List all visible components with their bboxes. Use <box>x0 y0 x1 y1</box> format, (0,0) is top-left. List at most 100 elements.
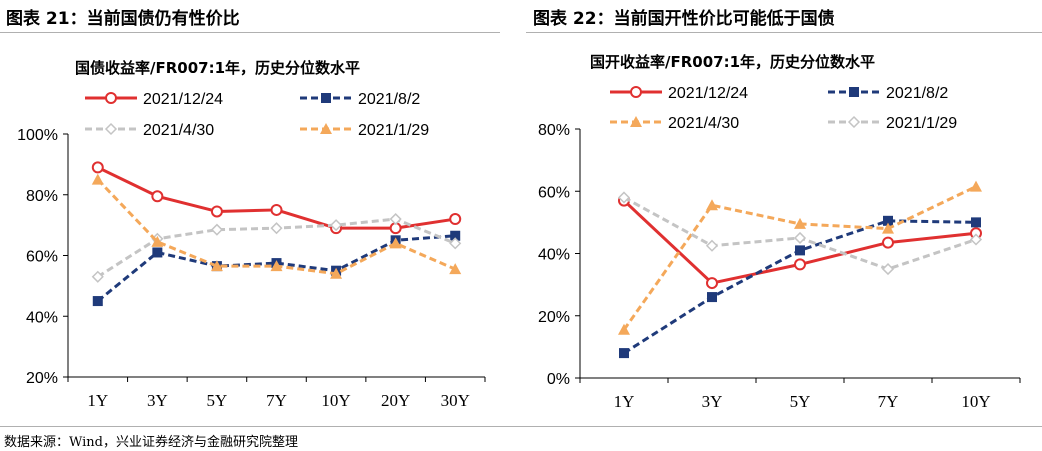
data-point <box>270 203 283 216</box>
legend-marker <box>630 116 642 127</box>
data-point <box>449 237 462 250</box>
data-point <box>794 258 806 271</box>
legend-item: 2021/1/29 <box>828 115 957 132</box>
legend-label: 2021/12/24 <box>143 91 223 108</box>
data-point <box>706 199 718 211</box>
x-tick-label: 20Y <box>381 391 410 410</box>
data-point <box>450 230 461 241</box>
x-tick-label: 7Y <box>266 391 287 410</box>
source-note: 数据来源：Wind，兴业证券经济与金融研究院整理 <box>4 435 298 450</box>
x-tick-label: 5Y <box>207 391 228 410</box>
x-tick-label: 10Y <box>321 391 350 410</box>
data-point <box>92 296 103 307</box>
legend-label: 2021/1/29 <box>358 122 429 139</box>
treasury-percentile-chart: 国债收益率/FR007:1年，历史分位数水平 2021/12/24 2021/8/2… <box>17 59 486 410</box>
data-point <box>794 217 806 229</box>
legend-label: 2021/4/30 <box>668 115 739 132</box>
legend-item: 2021/8/2 <box>300 91 420 108</box>
data-point <box>617 191 631 204</box>
legend-item: 2021/8/2 <box>828 85 948 102</box>
series-2021/12/24 <box>91 161 462 235</box>
x-tick-label: 10Y <box>961 392 990 411</box>
y-tick-label: 20% <box>538 309 570 326</box>
y-tick-label: 0% <box>547 371 570 388</box>
legend-marker <box>321 93 331 103</box>
data-point <box>210 223 223 236</box>
legend-label: 2021/1/29 <box>886 115 957 132</box>
legend-label: 2021/4/30 <box>143 122 214 139</box>
legend-marker <box>847 115 861 129</box>
legend-item: 2021/4/30 <box>610 115 739 132</box>
y-tick-label: 60% <box>538 184 570 201</box>
data-point <box>151 190 164 203</box>
data-point <box>330 219 343 232</box>
series-line <box>622 185 977 331</box>
data-point <box>330 267 343 279</box>
series-2021/4/30 <box>618 180 982 335</box>
legend-marker <box>104 122 118 136</box>
y-tick-label: 20% <box>26 370 58 387</box>
data-point <box>91 161 104 174</box>
legend-item: 2021/12/24 <box>85 91 223 108</box>
legend-marker <box>105 92 117 104</box>
chart-subtitle: 国开收益率/FR007:1年，历史分位数水平 <box>590 53 875 71</box>
source-divider <box>0 426 1042 427</box>
legend-label: 2021/8/2 <box>358 91 420 108</box>
chart-subtitle: 国债收益率/FR007:1年，历史分位数水平 <box>75 59 360 77</box>
series-2021/1/29 <box>91 173 462 279</box>
y-tick-label: 40% <box>26 309 58 326</box>
legend-marker <box>630 86 642 98</box>
y-tick-label: 100% <box>17 127 58 144</box>
data-point <box>152 247 163 258</box>
x-tick-label: 3Y <box>147 391 168 410</box>
x-tick-label: 1Y <box>614 392 635 411</box>
legend-item: 2021/12/24 <box>610 85 748 102</box>
data-point <box>618 323 630 335</box>
data-point <box>793 231 807 244</box>
legend-label: 2021/8/2 <box>886 85 948 102</box>
data-point <box>619 348 629 359</box>
data-point <box>270 222 283 235</box>
data-point <box>882 236 894 249</box>
data-point <box>449 213 462 226</box>
y-tick-label: 40% <box>538 247 570 264</box>
legend-item: 2021/4/30 <box>85 122 214 139</box>
title-divider-left <box>0 32 500 33</box>
x-tick-label: 7Y <box>878 392 899 411</box>
data-point <box>389 212 402 226</box>
series-2021/1/29 <box>617 191 983 276</box>
x-tick-label: 1Y <box>87 391 108 410</box>
data-point <box>706 277 718 290</box>
data-point <box>707 292 717 303</box>
data-point <box>795 245 805 256</box>
title-divider-right <box>526 32 1042 33</box>
data-point <box>449 263 462 275</box>
legend-marker <box>320 123 332 134</box>
legend-label: 2021/12/24 <box>668 85 748 102</box>
legend-item: 2021/1/29 <box>300 122 429 139</box>
legend-marker <box>849 87 859 97</box>
data-point <box>210 205 223 218</box>
figure-22-title: 图表 22：当前国开性价比可能低于国债 <box>533 9 835 29</box>
data-point <box>389 237 402 249</box>
x-tick-label: 3Y <box>702 392 723 411</box>
x-tick-label: 30Y <box>441 391 470 410</box>
y-tick-label: 80% <box>26 188 58 205</box>
y-tick-label: 60% <box>26 249 58 266</box>
data-point <box>969 233 983 246</box>
data-point <box>151 235 164 247</box>
data-point <box>705 239 719 252</box>
data-point <box>210 260 223 272</box>
x-tick-label: 5Y <box>790 392 811 411</box>
data-point <box>883 215 893 226</box>
figure-21-title: 图表 21：当前国债仍有性价比 <box>6 9 240 29</box>
cdb-percentile-chart: 国开收益率/FR007:1年，历史分位数水平 2021/12/24 2021/8/2… <box>538 53 1021 411</box>
data-point <box>882 222 894 234</box>
series-2021/8/2 <box>619 215 981 359</box>
data-point <box>881 263 895 276</box>
data-point <box>91 173 104 185</box>
data-point <box>971 217 981 228</box>
data-point <box>91 270 104 283</box>
data-point <box>270 260 283 272</box>
y-tick-label: 80% <box>538 122 570 139</box>
